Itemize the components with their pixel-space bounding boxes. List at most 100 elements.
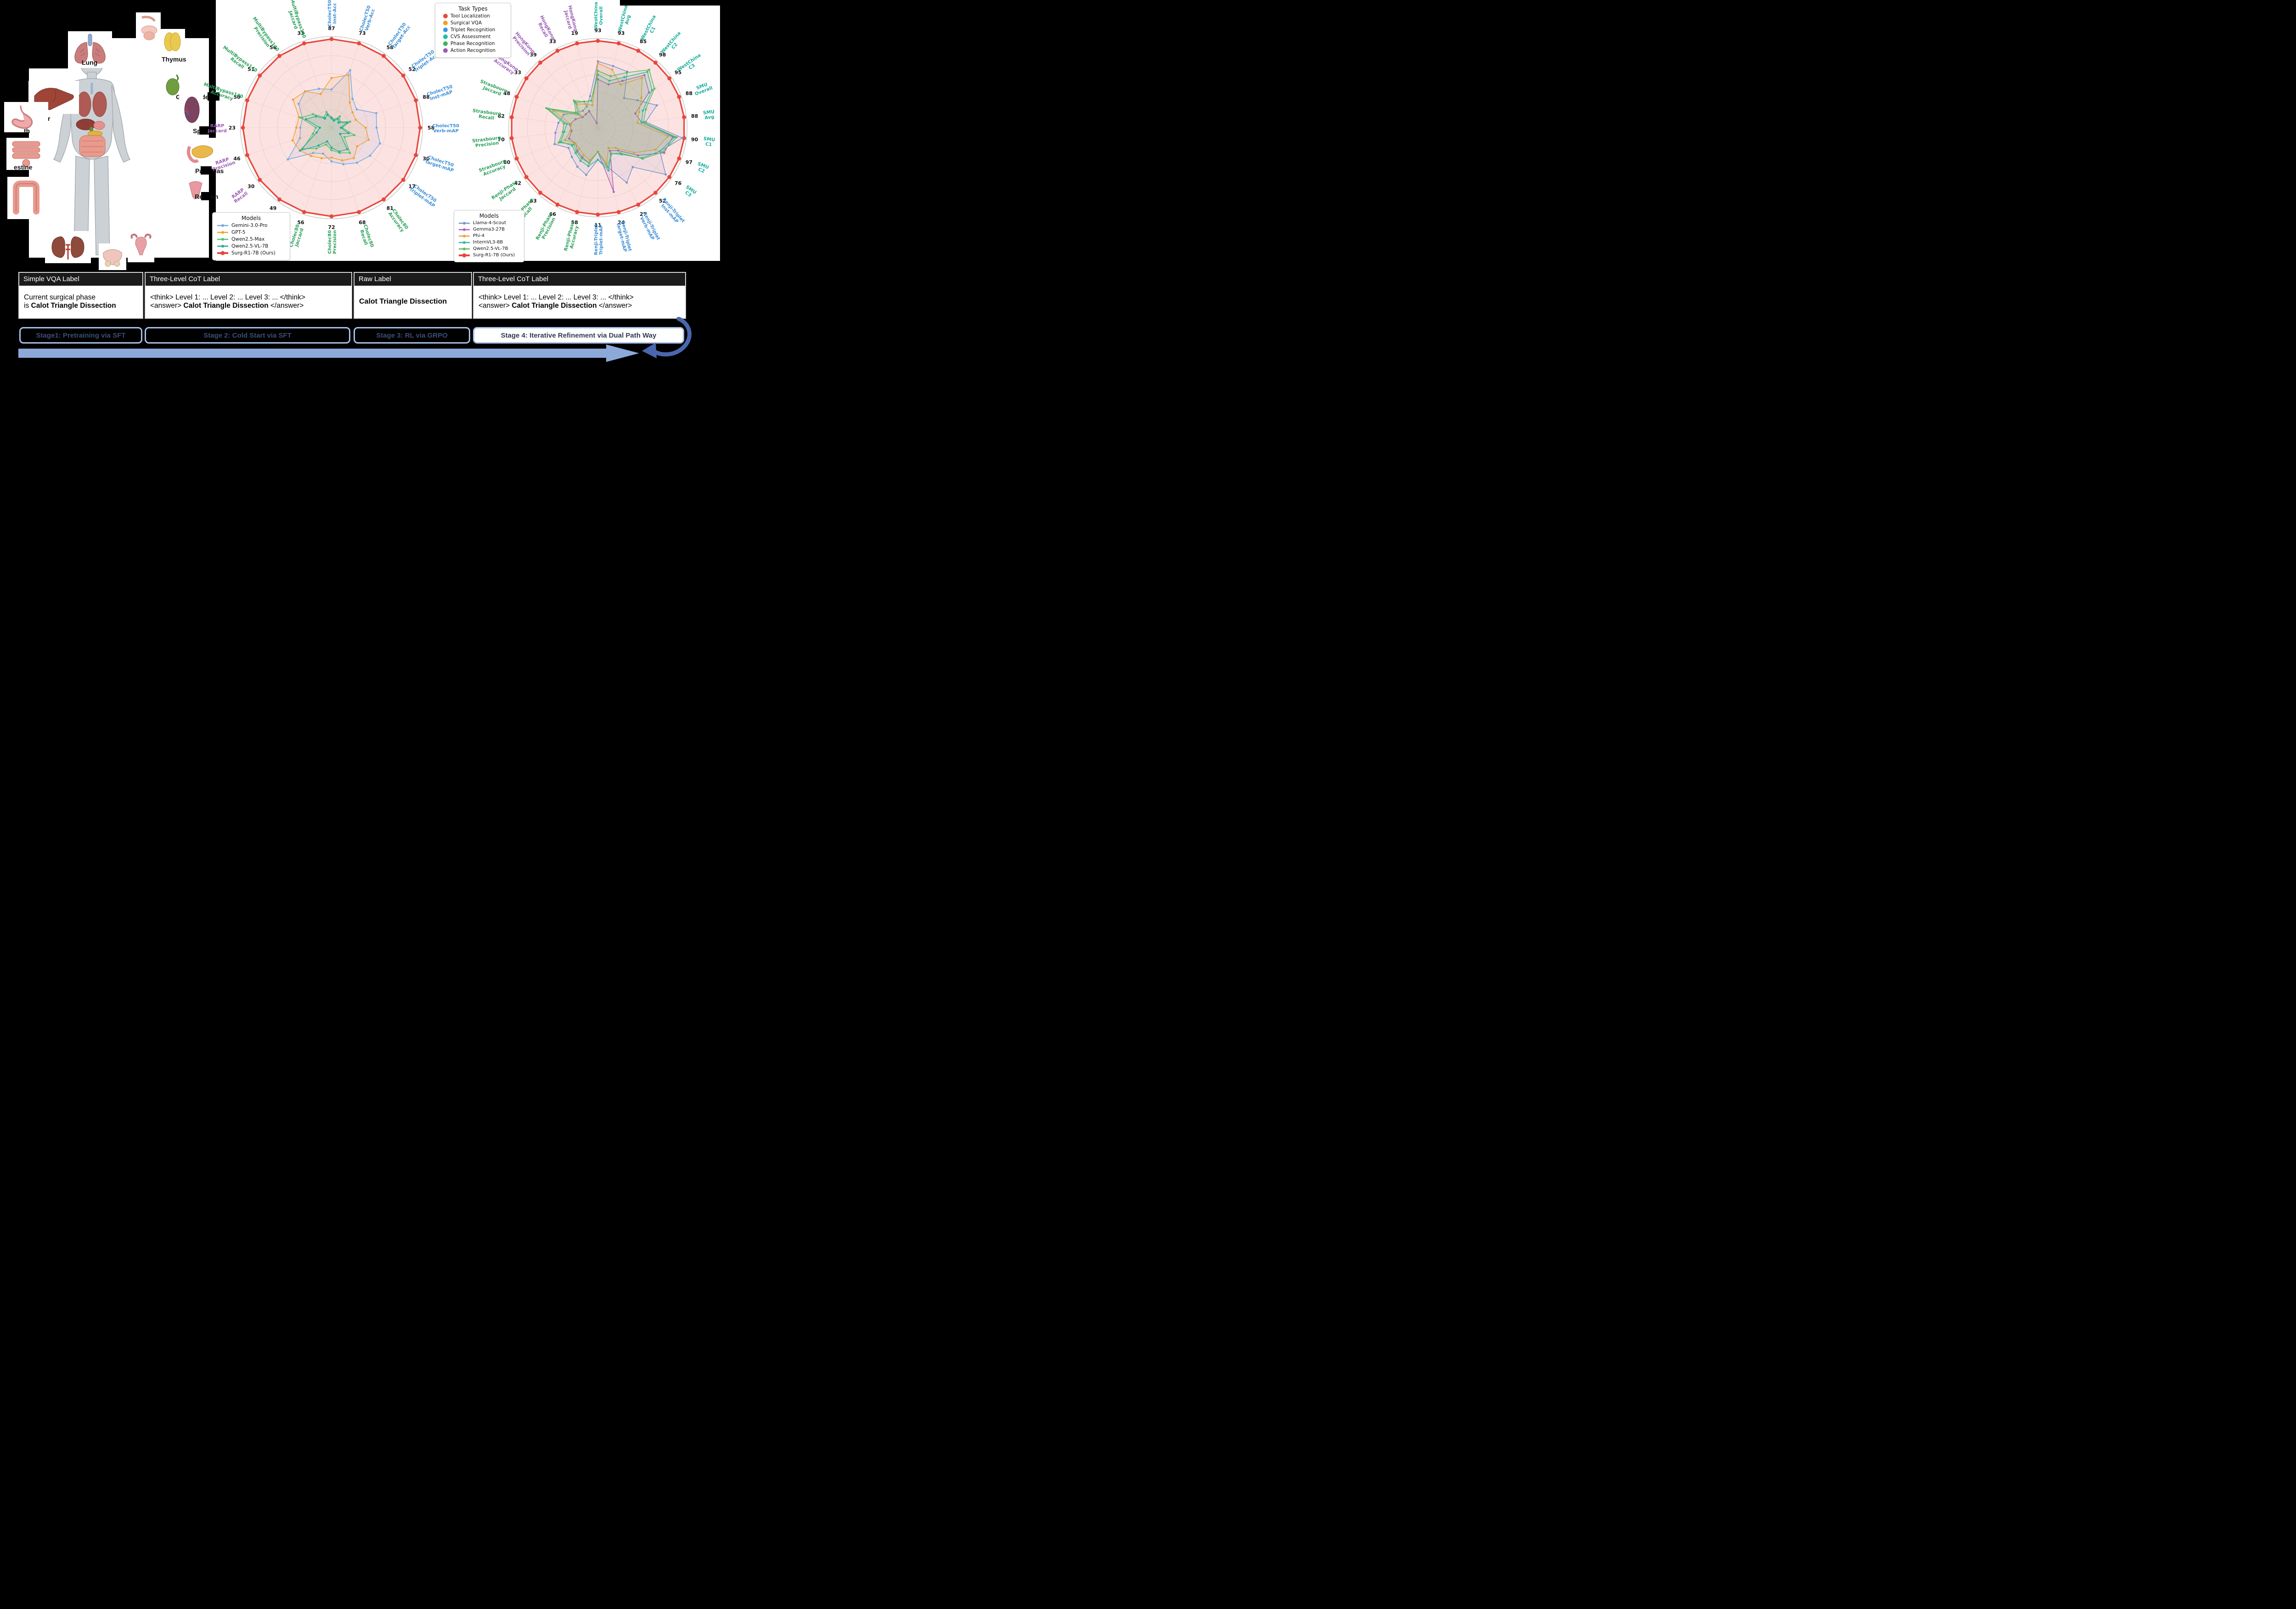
left-chart-axis-label: Cholec80Precision (327, 230, 338, 254)
left-chart-axis-label: CholecT50Target-Acc (387, 22, 411, 50)
right-chart-point-Phi-4 (633, 152, 636, 154)
uterus-card (128, 231, 154, 262)
model-legend-item: GPT-5 (217, 230, 286, 235)
right-chart-tick-value: 93 (618, 30, 625, 36)
uterus-icon (130, 233, 152, 255)
right-chart-point-Gemma3-27B (581, 116, 584, 119)
right-chart-point-InternVL3-8B (597, 158, 599, 161)
right-chart-point-Surg-R1-7B (Ours) (575, 41, 580, 45)
right-chart-point-Surg-R1-7B (Ours) (575, 210, 580, 215)
right-chart-tick-value: 88 (691, 113, 698, 119)
model-legend-item: InternVL3-8B (458, 240, 520, 245)
right-chart-point-Qwen2.5-VL-7B (572, 143, 575, 146)
right-chart-point-Qwen2.5-VL-7B (590, 99, 592, 102)
right-chart-tick-value: 63 (530, 198, 537, 204)
left-chart-point-Qwen2.5-VL-7B (319, 126, 321, 129)
left-chart-point-Surg-R1-7B (Ours) (258, 73, 262, 78)
right-chart-point-Llama-4-Scout (656, 104, 658, 107)
task-types-legend-title: Task Types (458, 6, 488, 12)
left-chart-tick-value: 46 (233, 156, 241, 162)
left-chart-tick-value: 56 (270, 45, 277, 51)
simple-vqa-label-box: Simple VQA Label Current surgical phase … (18, 272, 143, 319)
right-chart-point-Phi-4 (578, 147, 580, 150)
lung-card (68, 31, 112, 68)
legend-dot-icon (443, 48, 448, 53)
thymus-label: Thymus (162, 56, 186, 63)
spleen-icon (184, 96, 200, 123)
task-types-legend: Task Types Tool Localization Surgical VQA… (435, 3, 511, 58)
simple-vqa-label-header: Simple VQA Label (19, 273, 142, 286)
right-chart-point-Qwen2.5-VL-7B (562, 130, 564, 133)
cot-label-box-2: Three-Level CoT Label <think> Level 1: .… (473, 272, 686, 319)
right-chart-axis-label: WestChinaC2 (660, 31, 686, 58)
right-chart-point-InternVL3-8B (565, 123, 568, 125)
right-chart-point-Qwen2.5-VL-7B (557, 141, 560, 144)
left-chart-point-Qwen2.5-Max (325, 143, 327, 146)
right-chart-point-Phi-4 (611, 68, 613, 71)
rectum-icon (189, 181, 203, 199)
right-chart-axis-label: HongKongJaccard (562, 5, 578, 34)
model-legend-item-label: GPT-5 (231, 230, 246, 235)
gallbladder-icon (166, 74, 180, 96)
right-chart-point-InternVL3-8B (623, 76, 626, 79)
model-legend-item-label: Qwen2.5-VL-7B (473, 246, 508, 251)
right-chart-point-Phi-4 (582, 153, 585, 156)
cot-label-body-1: <think> Level 1: ... Level 2: ... Level … (146, 286, 351, 318)
left-chart-tick-value: 73 (359, 30, 366, 36)
left-chart-point-Qwen2.5-VL-7B (298, 149, 301, 152)
right-chart-point-InternVL3-8B (587, 165, 590, 167)
stomach-inner-icon (93, 121, 105, 130)
right-chart-point-Llama-4-Scout (623, 97, 625, 99)
legend-dot-icon (443, 21, 448, 25)
left-chart-tick-value: 58 (428, 125, 434, 131)
right-chart-point-Surg-R1-7B (Ours) (509, 115, 514, 119)
right-chart-tick-value: 88 (686, 90, 692, 96)
stage-2-label: Stage 2: Cold Start via SFT (203, 331, 292, 339)
right-chart-point-InternVL3-8B (640, 121, 643, 124)
legend-line-marker-icon (459, 234, 470, 237)
left-chart-point-GPT-5 (347, 73, 350, 76)
right-chart-point-Qwen2.5-VL-7B (610, 152, 613, 155)
left-chart-point-Qwen2.5-VL-7B (347, 132, 350, 135)
right-chart-point-Llama-4-Scout (664, 173, 667, 176)
right-chart-point-Qwen2.5-VL-7B (583, 100, 585, 103)
right-chart-point-InternVL3-8B (607, 169, 610, 172)
right-chart-axis-label: StrasbourgRecall (472, 108, 501, 122)
kidney-card (45, 231, 91, 263)
right-chart-tick-value: 62 (498, 113, 505, 119)
model-legend-item-label: Phi-4 (473, 233, 485, 238)
pituitary-icon (141, 16, 158, 40)
intestine-label: estine (14, 164, 33, 171)
right-chart-point-Phi-4 (591, 104, 594, 107)
right-chart-point-InternVL3-8B (559, 141, 562, 143)
small-intestine-icon (12, 141, 40, 167)
left-chart-point-Qwen2.5-Max (343, 135, 346, 138)
right-chart-point-Qwen2.5-VL-7B (675, 136, 678, 139)
left-chart-point-Gemini-3.0-Pro (298, 102, 300, 105)
right-chart-point-Phi-4 (597, 62, 599, 65)
left-chart-point-Gemini-3.0-Pro (322, 152, 325, 155)
stomach-icon (11, 105, 33, 129)
right-chart-axis-label: SMUC2 (695, 162, 709, 175)
right-chart-axis-label: Renji-PhaseJaccard (491, 179, 522, 205)
right-chart-point-Phi-4 (584, 103, 587, 105)
left-chart-point-Qwen2.5-Max (325, 111, 328, 113)
right-chart-point-InternVL3-8B (642, 109, 644, 112)
left-chart-point-Gemini-3.0-Pro (379, 142, 382, 145)
right-chart-point-Gemma3-27B (585, 113, 587, 115)
vqa-line1: Current surgical phase (24, 294, 96, 301)
cot1-line2-suffix: </answer> (268, 302, 304, 310)
left-chart-point-Qwen2.5-VL-7B (315, 115, 317, 118)
right-chart-point-Phi-4 (552, 109, 555, 112)
model-legend-item: Phi-4 (458, 233, 520, 238)
right-chart-tick-value: 39 (530, 52, 537, 58)
right-chart-point-Llama-4-Scout (571, 156, 573, 158)
right-chart-tick-value: 85 (640, 39, 647, 45)
cot1-line2-bold: Calot Triangle Dissection (183, 302, 269, 310)
right-chart-radar: 93WestChinaOverall93WestChinaAvg85WestCh… (472, 2, 715, 255)
model-legend-item: Gemma3-27B (458, 227, 520, 232)
right-chart-point-Surg-R1-7B (Ours) (514, 156, 519, 161)
left-chart-point-Surg-R1-7B (Ours) (302, 210, 306, 215)
right-chart-point-Llama-4-Scout (553, 143, 556, 146)
lung-icon (74, 34, 106, 64)
